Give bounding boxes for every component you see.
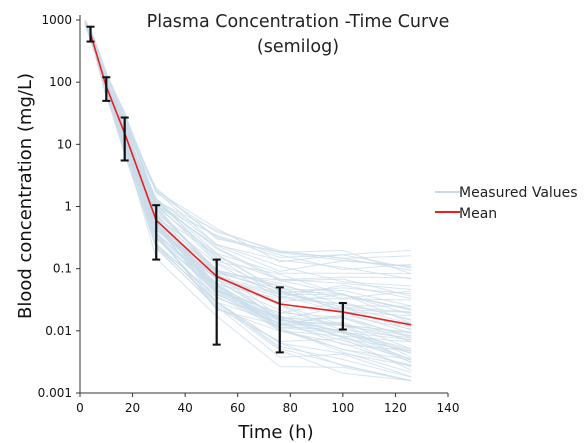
y-tick-label: 0.1 — [53, 262, 72, 276]
y-tick-label: 10 — [57, 137, 72, 151]
measured-curve — [84, 24, 412, 367]
measured-curve — [84, 25, 412, 361]
y-tick-label: 100 — [49, 75, 72, 89]
error-bar — [338, 302, 347, 331]
y-axis-label: Blood concentration (mg/L) — [15, 73, 36, 319]
x-tick-label: 40 — [178, 401, 193, 415]
error-bar — [86, 25, 95, 43]
x-axis-label: Time (h) — [237, 422, 313, 443]
y-tick-label: 1 — [64, 200, 72, 214]
mean-line — [89, 33, 412, 326]
x-tick-label: 120 — [384, 401, 407, 415]
error-bars — [86, 25, 347, 354]
x-tick-label: 60 — [230, 401, 245, 415]
error-bar — [212, 258, 221, 346]
mean-series — [89, 33, 412, 326]
measured-curve — [84, 21, 412, 269]
chart-title: Plasma Concentration -Time Curve — [147, 12, 450, 32]
error-bar — [102, 76, 111, 102]
y-tick-label: 1000 — [41, 13, 72, 27]
x-tick-label: 0 — [76, 401, 84, 415]
x-tick-label: 140 — [437, 401, 460, 415]
legend: Measured Values Mean — [435, 185, 578, 222]
error-bar — [120, 116, 129, 162]
x-tick-label: 100 — [331, 401, 354, 415]
x-tick-label: 80 — [283, 401, 298, 415]
axes: 0 20 40 60 80 100 120 140 0.001 0.01 0.1 1 10 100 1000 — [38, 13, 460, 415]
x-tick-label: 20 — [125, 401, 140, 415]
y-tick-label: 0.001 — [38, 386, 72, 400]
chart-subtitle: (semilog) — [257, 37, 339, 57]
error-bar — [152, 204, 161, 261]
legend-label-measured: Measured Values — [459, 185, 578, 201]
error-bar — [275, 286, 284, 354]
legend-label-mean: Mean — [459, 206, 497, 222]
y-tick-label: 0.01 — [45, 324, 72, 338]
measured-curve — [84, 21, 412, 275]
measured-values-series — [84, 19, 412, 382]
